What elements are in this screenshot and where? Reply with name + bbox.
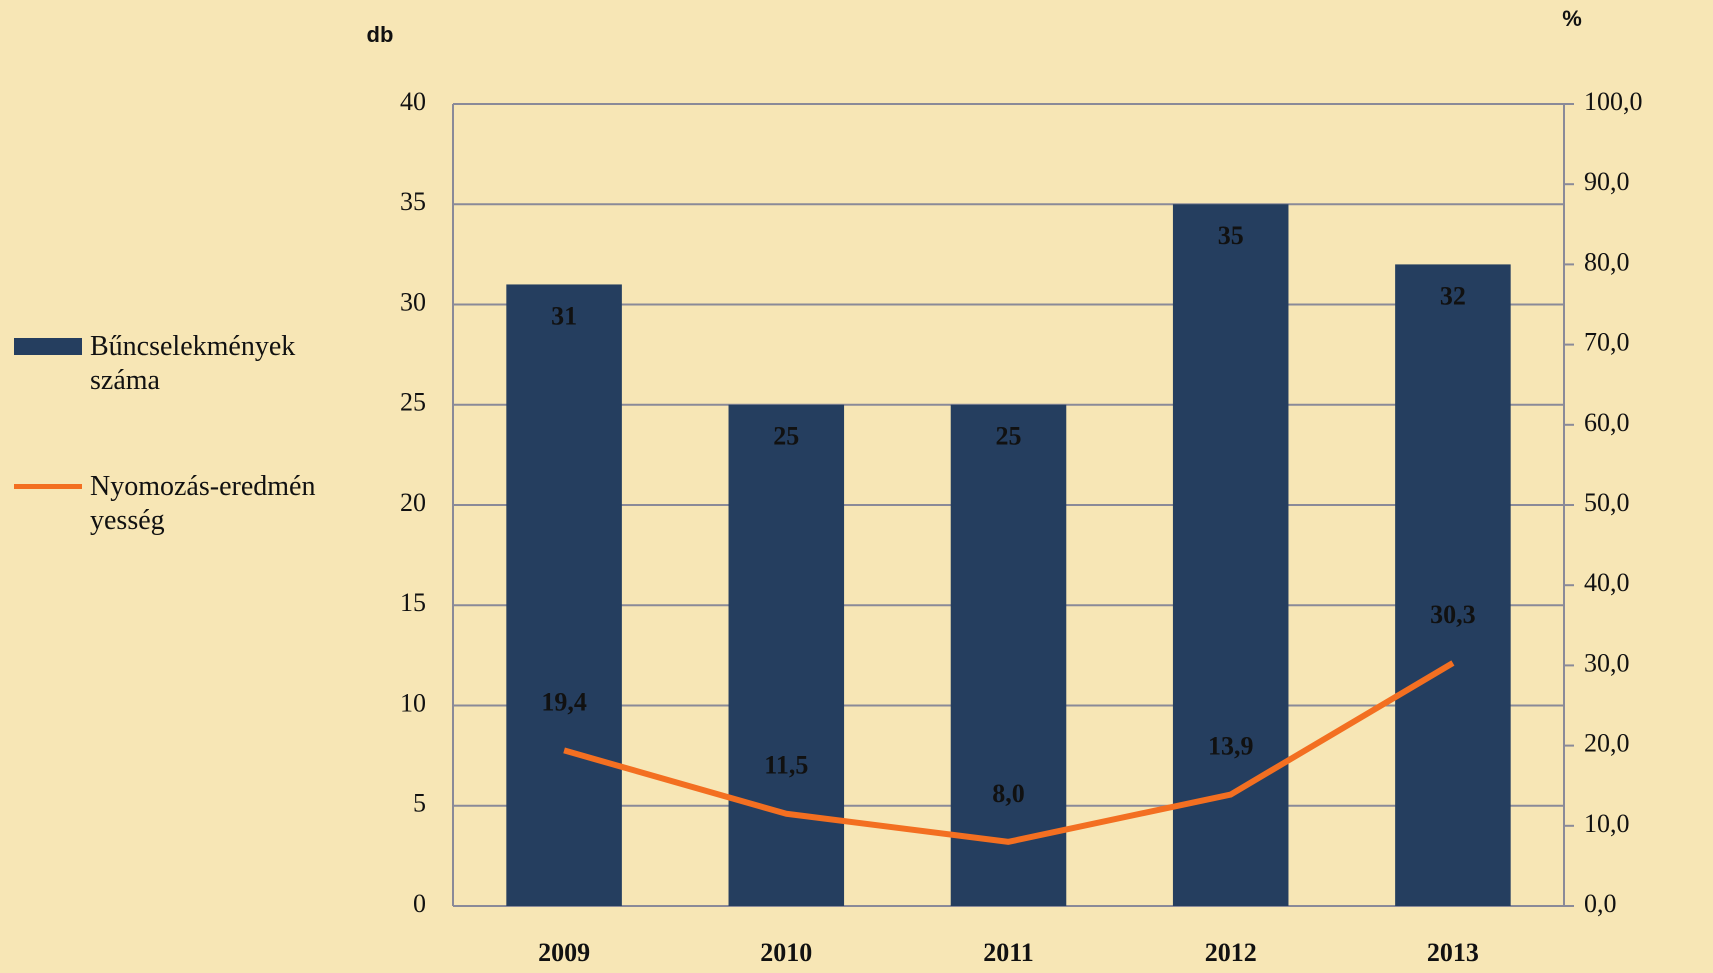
x-tick-label: 2011 [983,938,1034,967]
bar-value-label: 31 [551,301,577,330]
y-tick-label: 15 [400,588,426,617]
line-value-label: 19,4 [541,687,587,716]
y-axis-title: db [367,22,394,47]
y-tick-label: 0 [413,889,426,918]
y2-tick-label: 90,0 [1584,167,1630,196]
bar-value-label: 25 [773,422,799,451]
bar [728,404,845,906]
legend-swatch [14,338,82,355]
x-tick-label: 2010 [760,938,812,967]
y2-tick-label: 50,0 [1584,488,1630,517]
y2-tick-label: 40,0 [1584,568,1630,597]
y2-tick-label: 80,0 [1584,247,1630,276]
y-tick-label: 5 [413,789,426,818]
line-value-label: 11,5 [764,751,808,780]
y2-tick-label: 60,0 [1584,408,1630,437]
y-tick-label: 10 [400,688,426,717]
y2-tick-label: 20,0 [1584,729,1630,758]
y2-tick-label: 100,0 [1584,87,1643,116]
y2-tick-label: 30,0 [1584,648,1630,677]
x-tick-label: 2009 [538,938,590,967]
legend-label: Nyomozás-eredményesség [90,471,316,536]
bar-value-label: 35 [1218,221,1244,250]
bar [506,284,622,906]
legend-label: Bűncselekmények száma [90,331,296,396]
bar [1172,204,1289,906]
y2-tick-label: 10,0 [1584,809,1630,838]
line-value-label: 30,3 [1430,600,1476,629]
line-value-label: 13,9 [1208,731,1254,760]
y2-tick-label: 0,0 [1584,889,1617,918]
x-tick-label: 2012 [1205,938,1257,967]
y-tick-label: 25 [400,388,426,417]
line-value-label: 8,0 [992,779,1025,808]
line [563,660,1455,845]
y-tick-label: 40 [400,87,426,116]
y-tick-label: 20 [400,488,426,517]
bar [950,404,1067,906]
x-tick-label: 2013 [1427,938,1479,967]
legend-item: Nyomozás-eredményesség [14,470,320,538]
bar-value-label: 25 [996,422,1022,451]
bar [1395,264,1511,906]
bar-value-label: 32 [1440,281,1466,310]
y2-axis-title: % [1562,6,1582,31]
legend-swatch [14,484,82,489]
y-tick-label: 30 [400,287,426,316]
y2-tick-label: 70,0 [1584,328,1630,357]
y-tick-label: 35 [400,187,426,216]
legend-item: Bűncselekmények száma [14,330,360,398]
